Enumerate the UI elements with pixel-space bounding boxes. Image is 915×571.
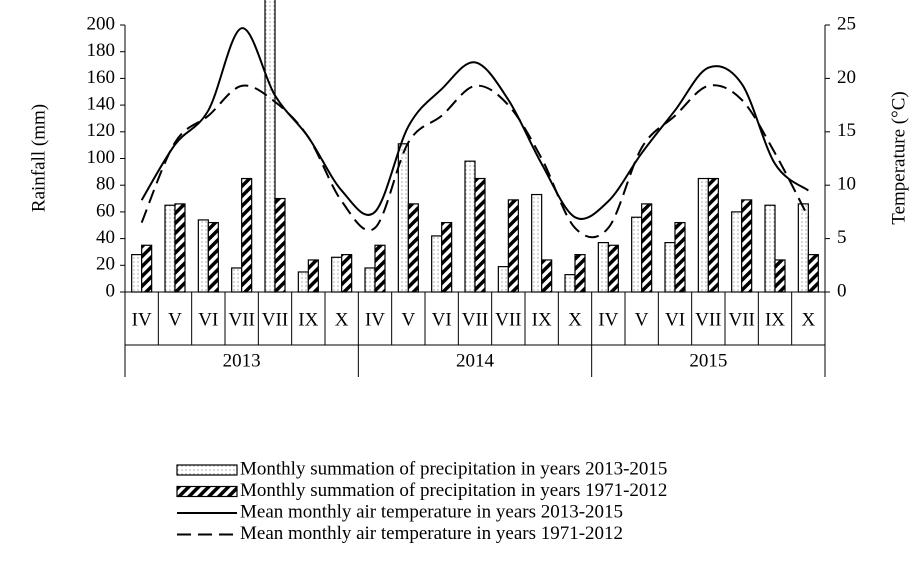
x-tick-label: IX — [765, 309, 785, 330]
bar — [474, 177, 486, 293]
y2-tick-label: 0 — [837, 280, 847, 301]
y2-tick-label: 10 — [837, 174, 856, 195]
bar — [341, 254, 353, 293]
bar — [274, 197, 286, 293]
bar — [597, 242, 609, 293]
y-tick-label: 40 — [96, 227, 115, 248]
legend-swatch — [176, 485, 238, 498]
bar — [631, 216, 643, 293]
bar — [164, 204, 176, 293]
bar — [397, 143, 409, 293]
x-tick-label: V — [401, 309, 415, 330]
x-tick-label: VII — [262, 309, 288, 330]
line-series — [140, 84, 810, 239]
bar — [764, 204, 776, 293]
y-tick-label: 0 — [106, 280, 116, 301]
bar — [697, 177, 709, 293]
bar — [131, 254, 143, 293]
legend-label: Monthly summation of precipitation in ye… — [240, 458, 667, 479]
bar — [374, 244, 386, 293]
y-tick-label: 120 — [87, 120, 116, 141]
x-tick-label: IX — [298, 309, 318, 330]
legend-label: Mean monthly air temperature in years 20… — [240, 501, 623, 522]
year-label: 2015 — [689, 350, 727, 371]
y2-tick-label: 25 — [837, 13, 856, 34]
bar — [264, 0, 276, 293]
x-tick-label: VII — [495, 309, 521, 330]
bar — [564, 274, 576, 293]
x-tick-label: VI — [198, 309, 218, 330]
x-tick-label: X — [335, 309, 349, 330]
x-tick-label: VII — [462, 309, 488, 330]
bar — [441, 221, 453, 293]
y-tick-label: 20 — [96, 254, 115, 275]
bar — [741, 199, 753, 293]
bar — [797, 203, 809, 293]
bar — [507, 199, 519, 293]
bar — [207, 221, 219, 293]
bar — [731, 211, 743, 293]
x-tick-label: V — [635, 309, 649, 330]
y-tick-label: 160 — [87, 67, 116, 88]
x-tick-label: IV — [365, 309, 385, 330]
bar — [431, 235, 443, 293]
bar — [607, 244, 619, 293]
bar — [574, 254, 586, 293]
bar — [807, 254, 819, 293]
bar — [674, 221, 686, 293]
y2-tick-label: 20 — [837, 67, 856, 88]
bar — [364, 267, 376, 293]
x-tick-label: V — [168, 309, 182, 330]
legend-label: Monthly summation of precipitation in ye… — [240, 480, 667, 501]
bar — [641, 203, 653, 293]
y2-axis-title: Temperature (°C) — [888, 91, 909, 224]
y-tick-label: 60 — [96, 200, 115, 221]
bar — [241, 177, 253, 293]
y2-tick-label: 15 — [837, 120, 856, 141]
x-tick-label: VII — [728, 309, 754, 330]
bar — [531, 193, 543, 293]
bar — [497, 266, 509, 293]
y-axis-title: Rainfall (mm) — [28, 104, 49, 212]
legend-label: Mean monthly air temperature in years 19… — [240, 523, 623, 544]
x-tick-label: IV — [598, 309, 618, 330]
y-tick-label: 200 — [87, 13, 116, 34]
bar — [141, 244, 153, 293]
y2-tick-label: 5 — [837, 227, 847, 248]
bar — [307, 259, 319, 293]
bar — [664, 242, 676, 293]
bar — [297, 271, 309, 293]
x-tick-label: VI — [665, 309, 685, 330]
x-tick-label: IV — [132, 309, 152, 330]
x-tick-label: X — [568, 309, 582, 330]
bar — [464, 160, 476, 293]
bar — [407, 203, 419, 293]
bar — [774, 259, 786, 293]
line-series — [140, 27, 809, 220]
bar — [231, 267, 243, 293]
bar — [707, 177, 719, 293]
y-tick-label: 80 — [96, 174, 115, 195]
y-tick-label: 180 — [87, 40, 116, 61]
bar — [174, 203, 186, 293]
x-tick-label: VII — [695, 309, 721, 330]
bar — [331, 256, 343, 293]
x-tick-label: X — [801, 309, 815, 330]
bar — [541, 259, 553, 293]
year-label: 2013 — [223, 350, 261, 371]
legend-swatch — [176, 464, 238, 476]
x-tick-label: VI — [432, 309, 452, 330]
x-tick-label: IX — [532, 309, 552, 330]
bar — [197, 219, 209, 293]
year-label: 2014 — [456, 350, 495, 371]
x-tick-label: VII — [228, 309, 254, 330]
y-tick-label: 100 — [87, 147, 116, 168]
y-tick-label: 140 — [87, 93, 116, 114]
